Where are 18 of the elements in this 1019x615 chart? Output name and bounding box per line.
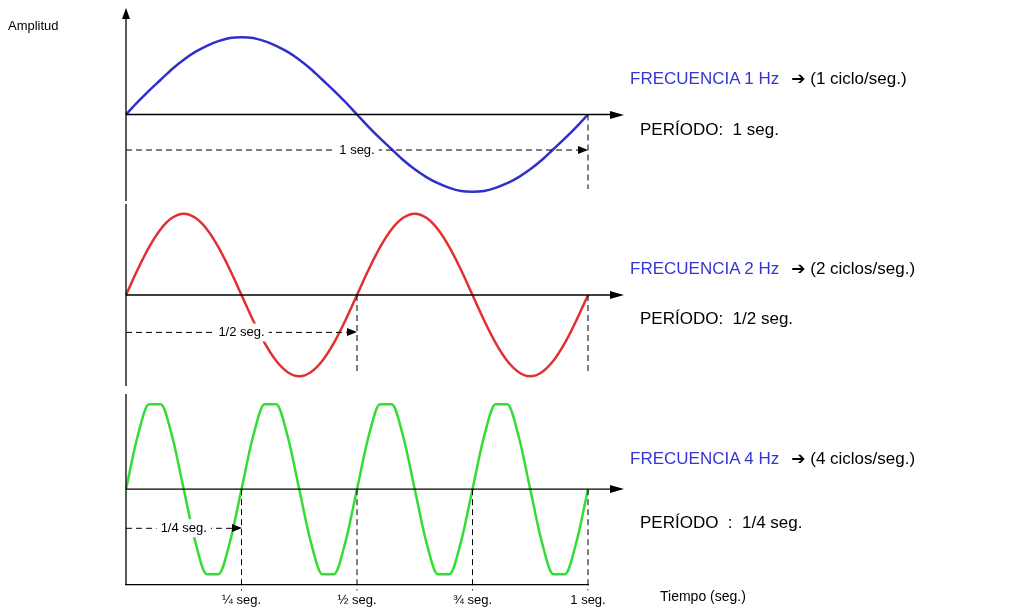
ref-line-label: 1 seg. [339, 141, 375, 157]
text: ➔ (4 ciclos/seg.) [791, 449, 916, 468]
text: FRECUENCIA 4 Hz [630, 449, 780, 468]
text: PERÍODO: 1 seg. [640, 120, 779, 140]
x-tick-label: 1 seg. [570, 591, 606, 607]
y-axis-title: Amplitud [8, 18, 59, 33]
ref-line-label: 1/2 seg. [218, 323, 265, 339]
text: PERÍODO: 1/2 seg. [640, 309, 794, 329]
text: FRECUENCIA 2 Hz [630, 259, 780, 278]
text: PERÍODO : 1/4 seg. [640, 513, 803, 533]
ref-line-label: 1/4 seg. [160, 519, 207, 535]
x-tick-label: ½ seg. [337, 591, 377, 607]
text: ➔ (1 ciclo/seg.) [791, 69, 907, 88]
text: ➔ (2 ciclos/seg.) [791, 259, 916, 278]
x-tick-label: ¼ seg. [221, 591, 262, 607]
text: FRECUENCIA 1 Hz [630, 69, 780, 88]
x-tick-label: ¾ seg. [452, 591, 493, 607]
x-axis-title: Tiempo (seg.) [660, 588, 746, 604]
